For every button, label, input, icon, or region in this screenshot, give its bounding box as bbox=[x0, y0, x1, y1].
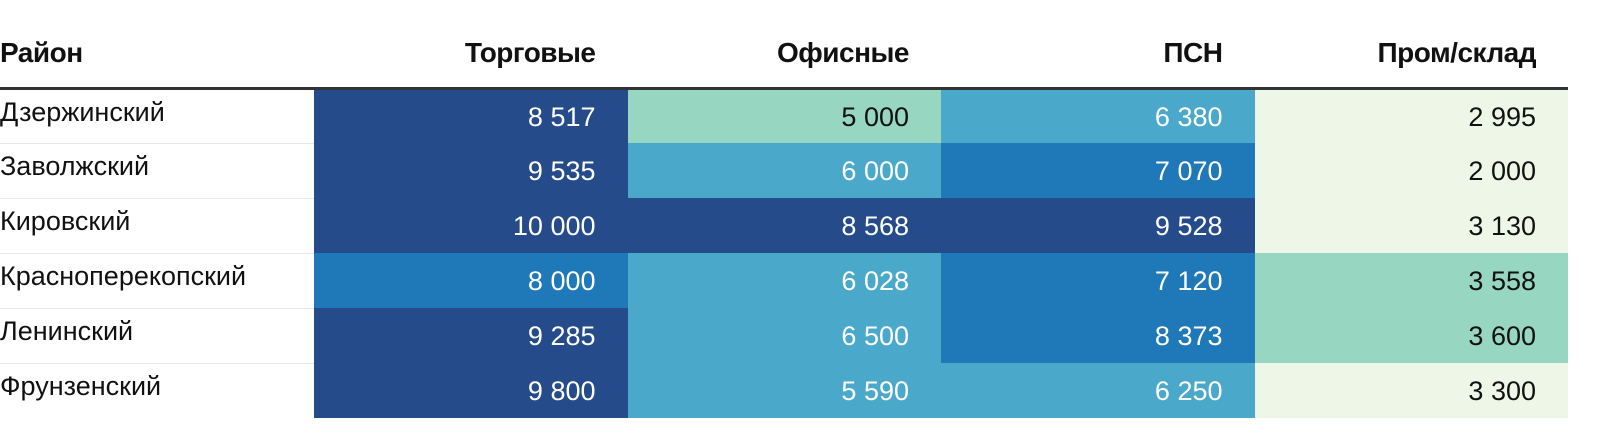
heatmap-cell: 6 000 bbox=[627, 143, 941, 198]
heatmap-cell: 6 380 bbox=[941, 88, 1255, 143]
row-label: Красноперекопский bbox=[0, 253, 314, 309]
heatmap-cell: 6 250 bbox=[941, 363, 1255, 418]
heatmap-cell: 5 000 bbox=[627, 88, 941, 143]
heatmap-cell: 8 000 bbox=[314, 253, 628, 308]
heatmap-cell: 8 568 bbox=[627, 198, 941, 253]
heatmap-cell: 3 130 bbox=[1254, 198, 1568, 253]
heatmap-cell: 7 120 bbox=[941, 253, 1255, 308]
heatmap-cell: 6 500 bbox=[627, 308, 941, 363]
table-row: Красноперекопский 8 000 6 028 7 120 3 558 bbox=[0, 253, 1568, 309]
heatmap-cell: 2 000 bbox=[1254, 143, 1568, 198]
row-label: Заволжский bbox=[0, 143, 314, 199]
column-header-psn: ПСН bbox=[941, 0, 1255, 90]
heatmap-cell: 9 285 bbox=[314, 308, 628, 363]
heatmap-cell: 5 590 bbox=[627, 363, 941, 418]
table-row: Дзержинский 8 517 5 000 6 380 2 995 bbox=[0, 88, 1568, 144]
heatmap-cell: 10 000 bbox=[314, 198, 628, 253]
heatmap-cell: 9 535 bbox=[314, 143, 628, 198]
table-row: Кировский 10 000 8 568 9 528 3 130 bbox=[0, 198, 1568, 254]
column-header-district: Район bbox=[0, 0, 314, 90]
row-label: Фрунзенский bbox=[0, 363, 314, 418]
column-header-industrial: Пром/склад bbox=[1254, 0, 1568, 90]
heatmap-cell: 9 800 bbox=[314, 363, 628, 418]
table-row: Фрунзенский 9 800 5 590 6 250 3 300 bbox=[0, 363, 1568, 418]
heatmap-cell: 6 028 bbox=[627, 253, 941, 308]
table-row: Ленинский 9 285 6 500 8 373 3 600 bbox=[0, 308, 1568, 364]
heatmap-cell: 7 070 bbox=[941, 143, 1255, 198]
table-body: Дзержинский 8 517 5 000 6 380 2 995 Заволжски… bbox=[0, 88, 1568, 418]
header-row: Район Торговые Офисные ПСН Пром/склад bbox=[0, 0, 1568, 90]
row-label: Ленинский bbox=[0, 308, 314, 364]
heatmap-table: Район Торговые Офисные ПСН Пром/склад Дз… bbox=[0, 0, 1568, 418]
row-label: Кировский bbox=[0, 198, 314, 254]
heatmap-cell: 8 517 bbox=[314, 88, 628, 143]
column-header-retail: Торговые bbox=[314, 0, 628, 90]
heatmap-cell: 3 300 bbox=[1254, 363, 1568, 418]
table-row: Заволжский 9 535 6 000 7 070 2 000 bbox=[0, 143, 1568, 199]
heatmap-cell: 9 528 bbox=[941, 198, 1255, 253]
heatmap-cell: 3 558 bbox=[1254, 253, 1568, 308]
column-header-office: Офисные bbox=[627, 0, 941, 90]
heatmap-cell: 8 373 bbox=[941, 308, 1255, 363]
heatmap-cell: 3 600 bbox=[1254, 308, 1568, 363]
table-header: Район Торговые Офисные ПСН Пром/склад bbox=[0, 0, 1568, 90]
heatmap-cell: 2 995 bbox=[1254, 88, 1568, 143]
row-label: Дзержинский bbox=[0, 88, 314, 144]
